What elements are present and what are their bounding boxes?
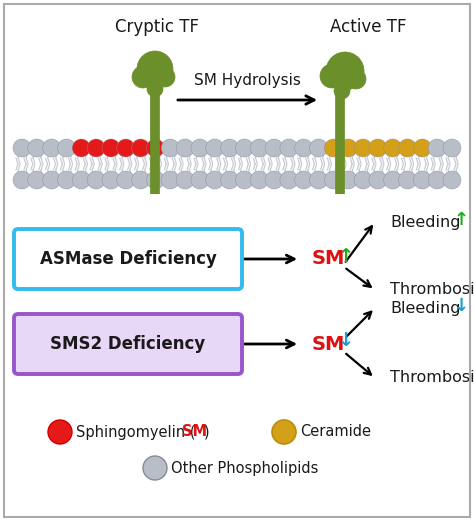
Circle shape	[146, 171, 164, 189]
Circle shape	[320, 64, 344, 88]
Circle shape	[87, 171, 105, 189]
Circle shape	[87, 139, 105, 157]
Circle shape	[176, 139, 194, 157]
Circle shape	[57, 139, 75, 157]
Circle shape	[155, 67, 175, 87]
Circle shape	[206, 171, 224, 189]
Circle shape	[236, 139, 254, 157]
Circle shape	[443, 139, 461, 157]
Circle shape	[326, 52, 364, 90]
Circle shape	[73, 171, 91, 189]
Circle shape	[295, 171, 313, 189]
Circle shape	[220, 171, 238, 189]
Circle shape	[236, 171, 254, 189]
Circle shape	[147, 81, 163, 97]
Text: SM: SM	[312, 250, 346, 268]
Text: Other Phospholipids: Other Phospholipids	[171, 461, 319, 476]
Circle shape	[399, 139, 417, 157]
Circle shape	[13, 171, 31, 189]
Text: Active TF: Active TF	[330, 18, 407, 36]
Circle shape	[428, 139, 446, 157]
Circle shape	[137, 51, 173, 87]
Circle shape	[117, 139, 135, 157]
Text: ↑: ↑	[472, 367, 474, 385]
Circle shape	[310, 171, 328, 189]
Circle shape	[265, 139, 283, 157]
Circle shape	[132, 139, 150, 157]
Circle shape	[143, 456, 167, 480]
Circle shape	[265, 171, 283, 189]
Circle shape	[346, 69, 366, 89]
Circle shape	[117, 171, 135, 189]
Text: SMS2 Deficiency: SMS2 Deficiency	[50, 335, 206, 353]
Circle shape	[43, 171, 61, 189]
Circle shape	[102, 139, 120, 157]
Circle shape	[161, 171, 179, 189]
Text: Thrombosis: Thrombosis	[390, 370, 474, 386]
Circle shape	[132, 66, 154, 88]
Circle shape	[369, 171, 387, 189]
Circle shape	[102, 171, 120, 189]
Text: ↑: ↑	[454, 211, 469, 229]
Circle shape	[272, 420, 296, 444]
Circle shape	[280, 139, 298, 157]
Circle shape	[57, 171, 75, 189]
Circle shape	[310, 139, 328, 157]
Text: Bleeding: Bleeding	[390, 301, 461, 316]
Circle shape	[28, 171, 46, 189]
Circle shape	[413, 171, 431, 189]
Circle shape	[383, 139, 401, 157]
Circle shape	[369, 139, 387, 157]
Circle shape	[191, 171, 209, 189]
Circle shape	[161, 139, 179, 157]
Circle shape	[339, 139, 357, 157]
Text: ↑: ↑	[337, 246, 354, 266]
Circle shape	[28, 139, 46, 157]
Text: Thrombosis: Thrombosis	[390, 282, 474, 297]
Circle shape	[146, 139, 164, 157]
Text: SM: SM	[312, 334, 346, 354]
Text: ↓: ↓	[454, 297, 469, 315]
Text: SM Hydrolysis: SM Hydrolysis	[194, 73, 301, 88]
Circle shape	[383, 171, 401, 189]
Circle shape	[295, 139, 313, 157]
Circle shape	[13, 139, 31, 157]
Text: Sphingomyelin (: Sphingomyelin (	[76, 425, 195, 440]
Circle shape	[280, 171, 298, 189]
Circle shape	[73, 139, 91, 157]
Text: SM: SM	[182, 425, 207, 440]
Text: Ceramide: Ceramide	[300, 425, 371, 440]
Circle shape	[428, 171, 446, 189]
Circle shape	[43, 139, 61, 157]
Circle shape	[443, 171, 461, 189]
Circle shape	[220, 139, 238, 157]
Circle shape	[354, 171, 372, 189]
Text: ): )	[204, 425, 210, 440]
Circle shape	[250, 139, 268, 157]
Circle shape	[399, 171, 417, 189]
FancyBboxPatch shape	[14, 314, 242, 374]
Circle shape	[132, 171, 150, 189]
Circle shape	[250, 171, 268, 189]
Circle shape	[191, 139, 209, 157]
Text: ASMase Deficiency: ASMase Deficiency	[39, 250, 217, 268]
Circle shape	[354, 139, 372, 157]
Circle shape	[324, 139, 342, 157]
Text: Bleeding: Bleeding	[390, 215, 461, 229]
FancyBboxPatch shape	[14, 229, 242, 289]
Circle shape	[48, 420, 72, 444]
Circle shape	[324, 171, 342, 189]
Circle shape	[339, 171, 357, 189]
Circle shape	[413, 139, 431, 157]
Circle shape	[334, 83, 350, 99]
Circle shape	[206, 139, 224, 157]
Text: ↓: ↓	[337, 331, 354, 351]
Circle shape	[176, 171, 194, 189]
Text: Cryptic TF: Cryptic TF	[115, 18, 199, 36]
Text: ↓: ↓	[472, 279, 474, 297]
